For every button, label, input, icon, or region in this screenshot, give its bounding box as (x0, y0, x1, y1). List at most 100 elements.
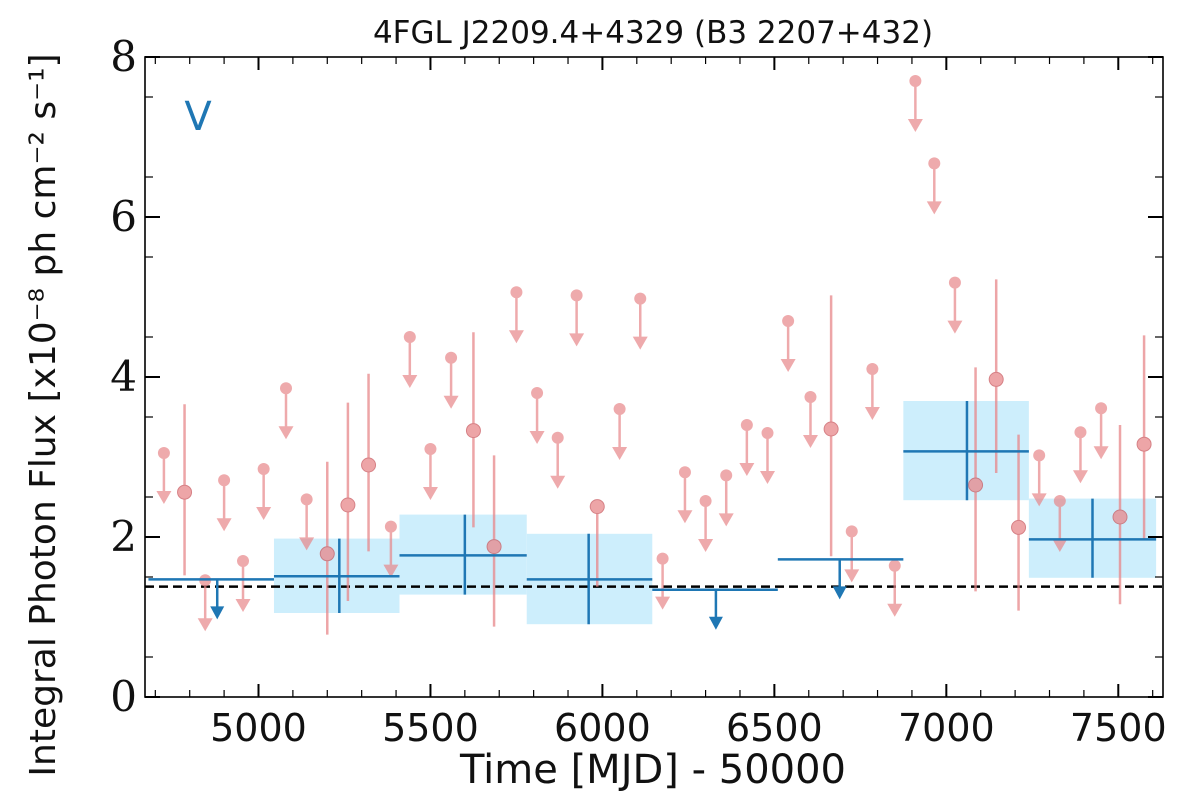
x-tick-label: 6500 (726, 706, 823, 750)
upper-limit-point (1052, 495, 1068, 552)
upper-limit-arrowhead (508, 330, 524, 344)
y-axis-label: Integral Photon Flux [x10⁻⁸ ph cm⁻² s⁻¹] (23, 53, 64, 776)
upper-limit-arrowhead (278, 426, 294, 440)
upper-limit-arrowhead (655, 596, 671, 610)
upper-limit-arrowhead (947, 320, 963, 334)
y-tick-label: 0 (110, 672, 137, 721)
upper-limit-arrowhead (864, 407, 880, 420)
detection-marker (177, 484, 193, 500)
detection-point (340, 402, 356, 601)
upper-limit-arrowhead (197, 618, 213, 632)
detection-marker (1112, 509, 1128, 525)
upper-limit-arrowhead (907, 119, 923, 132)
upper-limit-arrowhead (1072, 470, 1088, 484)
upper-limit-arrowhead (156, 491, 172, 504)
x-tick-label: 7500 (1070, 706, 1167, 750)
upper-limit-arrowhead (887, 603, 903, 617)
upper-limit-point (780, 315, 796, 372)
detection-point (486, 455, 502, 627)
upper-limit-point (197, 574, 213, 632)
x-tick-label: 5000 (210, 706, 307, 750)
x-tick-label: 7000 (898, 706, 995, 750)
upper-limit-arrowhead (632, 336, 648, 350)
detection-point (589, 499, 605, 587)
detection-point (1011, 434, 1027, 611)
upper-limit-point (907, 75, 923, 132)
chart-labels: 4FGL J2209.4+4329 (B3 2207+432) Time [MJ… (23, 15, 933, 793)
upper-limit-point (550, 431, 566, 489)
detection-point (465, 332, 481, 528)
detection-marker (361, 457, 377, 473)
detection-point (361, 373, 377, 552)
detection-point (1112, 425, 1128, 605)
upper-limit-point (864, 363, 880, 420)
upper-limit-point (739, 419, 755, 476)
detection-marker (340, 497, 356, 513)
detection-marker (1011, 519, 1027, 535)
upper-limit-point (299, 493, 315, 551)
upper-limit-arrowhead (299, 537, 315, 551)
upper-limit-point (156, 447, 172, 504)
upper-limit-arrowhead (1052, 539, 1068, 552)
y-tick-label: 4 (110, 352, 137, 401)
upper-limit-point (1093, 402, 1109, 460)
upper-limit-arrowhead (1031, 493, 1047, 507)
upper-limit-point (887, 559, 903, 617)
upper-limit-point (383, 520, 399, 578)
block-markers (148, 401, 1157, 630)
detection-point (968, 367, 984, 592)
upper-limit-point (569, 289, 585, 347)
upper-limit-point (612, 403, 628, 460)
upper-limit-point (529, 387, 545, 444)
upper-limit-arrowhead (802, 435, 818, 448)
upper-limit-arrowhead (216, 518, 232, 532)
upper-limit-point (508, 286, 524, 344)
upper-limit-point (1072, 426, 1088, 484)
upper-limit-arrowhead (256, 507, 272, 520)
upper-limit-point (278, 382, 294, 440)
axes: 5000 5500 6000 6500 7000 7500 0 2 4 6 8 (110, 32, 1166, 750)
upper-limit-point (718, 469, 734, 527)
upper-limit-point (926, 157, 942, 215)
upper-limit-arrowhead (569, 333, 585, 347)
detection-marker (589, 499, 605, 515)
upper-limit-arrowhead (739, 463, 755, 476)
detection-point (1136, 335, 1152, 541)
detection-point (823, 295, 839, 557)
upper-limit-point (256, 463, 272, 520)
upper-limit-point (677, 466, 693, 524)
detection-marker (823, 421, 839, 437)
y-tick-label: 6 (110, 192, 137, 241)
y-tick-label: 8 (110, 32, 137, 81)
upper-limit-point (632, 292, 648, 350)
upper-limit-arrowhead (550, 475, 566, 489)
x-axis-label: Time [MJD] - 50000 (459, 747, 846, 793)
upper-limit-arrowhead (677, 510, 693, 524)
upper-limit-point (698, 495, 714, 552)
detection-point (319, 461, 335, 635)
upper-limit-arrowhead (780, 359, 796, 372)
detection-marker (319, 546, 335, 562)
upper-limit-arrowhead (698, 539, 714, 552)
y-tick-label: 2 (110, 512, 137, 561)
upper-limit-point (947, 276, 963, 334)
flux-points (156, 75, 1152, 635)
upper-limit-arrowhead (529, 431, 545, 444)
upper-limit-point (802, 391, 818, 448)
upper-limit-point (443, 351, 459, 409)
upper-limit-arrowhead (926, 201, 942, 215)
panel-label: V (184, 94, 212, 140)
detection-point (988, 279, 1004, 473)
upper-limit-point (422, 443, 438, 500)
upper-limit-point (1031, 449, 1047, 507)
upper-limit-arrowhead (383, 564, 399, 578)
upper-limit-arrowhead (422, 487, 438, 500)
block-limit-arrowhead (210, 606, 225, 620)
upper-limit-point (235, 555, 251, 612)
detection-point (177, 404, 193, 576)
upper-limit-arrowhead (402, 375, 418, 388)
block-limit-arrowhead (708, 616, 723, 630)
detection-marker (1136, 436, 1152, 452)
